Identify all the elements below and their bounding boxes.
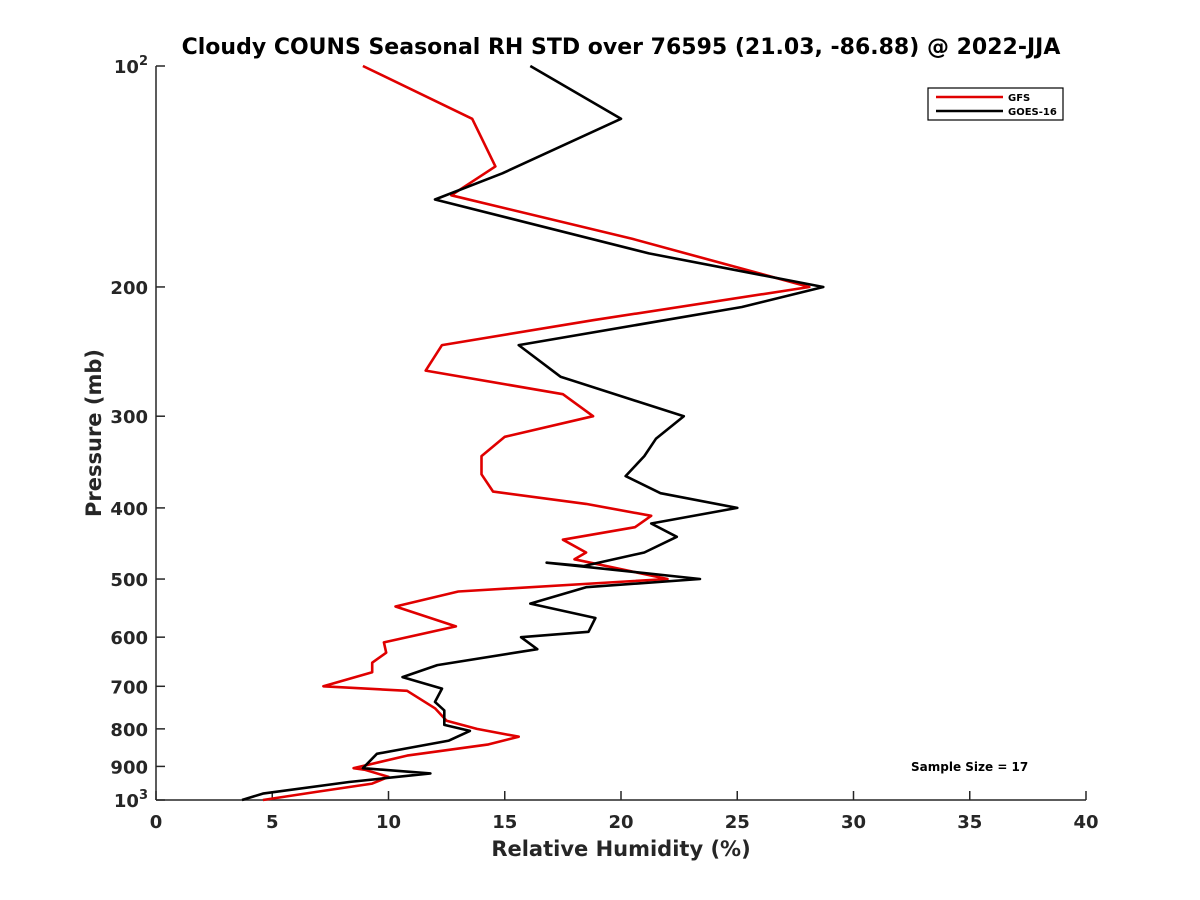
x-tick-label: 10 (376, 812, 401, 833)
y-axis-ticks: 102 200 300 400 500 600 700 800 900 103 (110, 54, 165, 812)
x-axis-label: Relative Humidity (%) (491, 837, 750, 861)
y-tick-label: 700 (110, 677, 148, 698)
series-lines (241, 64, 825, 802)
y-tick-label: 400 (110, 499, 148, 520)
sample-size-annotation: Sample Size = 17 (911, 760, 1028, 774)
x-tick-label: 40 (1073, 812, 1098, 833)
x-tick-label: 15 (492, 812, 517, 833)
y-tick-label: 300 (110, 407, 148, 428)
y-axis-label: Pressure (mb) (82, 349, 106, 517)
y-tick-label: 500 (110, 570, 148, 591)
y-tick-label: 103 (114, 788, 148, 812)
x-axis-ticks: 0 5 10 15 20 25 30 35 40 (150, 791, 1099, 833)
x-tick-label: 5 (266, 812, 279, 833)
y-tick-label: 800 (110, 720, 148, 741)
x-tick-label: 20 (608, 812, 633, 833)
legend-box (927, 87, 1064, 121)
legend-entries: GFS GOES-16 (936, 93, 1057, 118)
y-tick-label: 900 (110, 757, 148, 778)
y-tick-label: 600 (110, 628, 148, 649)
legend-label: GFS (1008, 93, 1030, 104)
y-tick-label: 200 (110, 278, 148, 299)
chart-title: Cloudy COUNS Seasonal RH STD over 76595 … (182, 35, 1061, 60)
x-tick-label: 30 (841, 812, 866, 833)
x-tick-label: 25 (725, 812, 750, 833)
legend: GFS GOES-16 (927, 87, 1064, 121)
x-tick-label: 35 (957, 812, 982, 833)
x-tick-label: 0 (150, 812, 163, 833)
series-line-goes-16 (241, 64, 825, 802)
plot-area: 0 5 10 15 20 25 30 35 40 102 200 300 400 500 600 700 80… (110, 54, 1098, 833)
legend-label: GOES-16 (1008, 107, 1057, 118)
y-tick-label: 102 (114, 54, 148, 78)
series-line-gfs (262, 64, 811, 802)
